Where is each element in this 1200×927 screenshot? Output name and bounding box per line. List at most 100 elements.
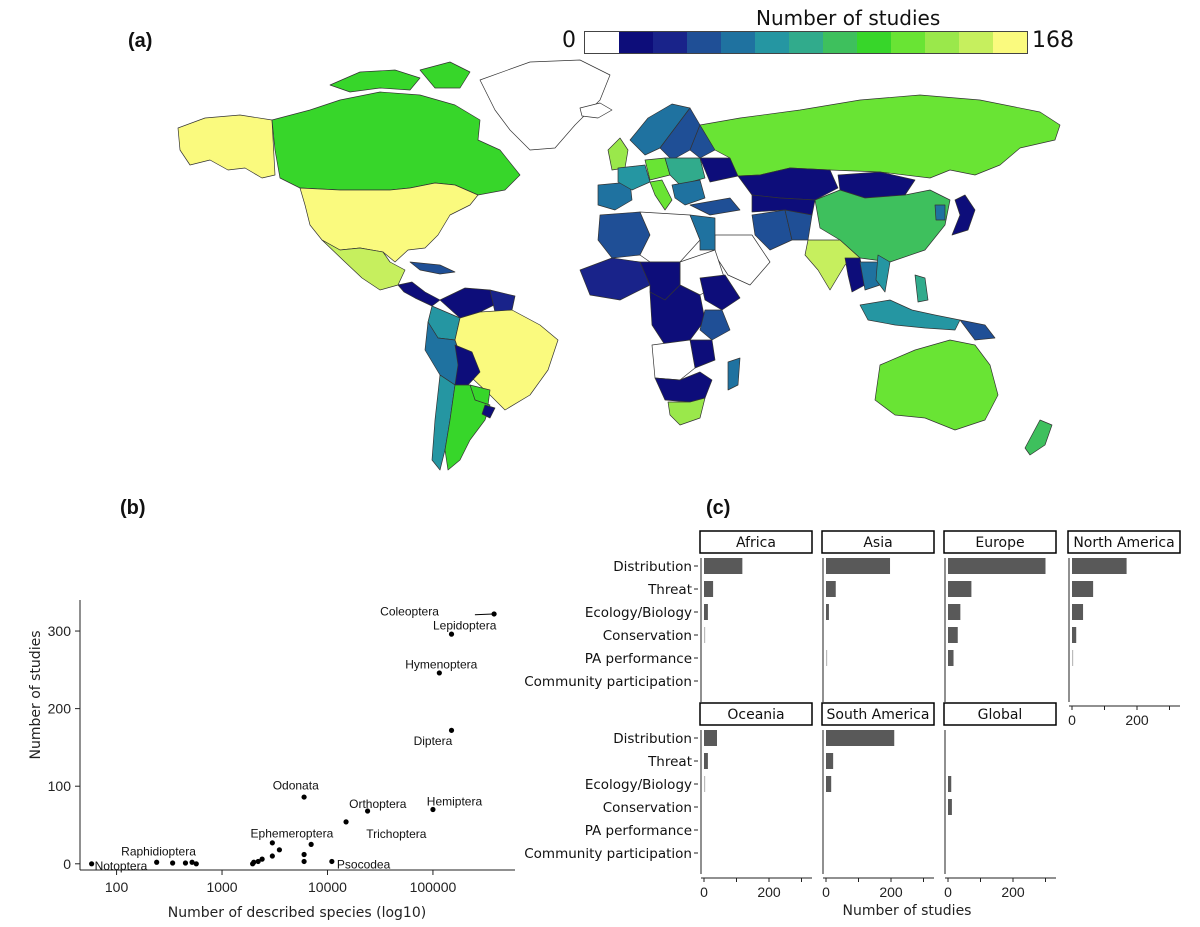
region-korea (934, 204, 946, 221)
category-label-1-4: PA performance (585, 823, 692, 839)
region-australia (874, 339, 999, 431)
bar-1-2 (826, 604, 829, 620)
species-label-5: Orthoptera (349, 797, 407, 811)
region-new-zealand (1024, 419, 1053, 456)
facet-x-tick-label-3-0: 0 (1068, 712, 1076, 728)
data-point-14 (154, 859, 160, 865)
legend-swatch-1 (619, 32, 653, 53)
species-label-9: Raphidioptera (121, 844, 196, 858)
category-label-0-0: Distribution (613, 559, 692, 575)
region-canada-islands (329, 69, 421, 93)
facet-strip-6 (943, 702, 1057, 726)
facet-strip-5 (821, 702, 935, 726)
data-point-5 (364, 808, 371, 814)
category-label-0-1: Threat (647, 582, 692, 598)
bar-3-1 (1072, 581, 1094, 597)
facet-x-tick-label-6-1: 200 (1001, 884, 1025, 900)
region-canada-islands-2 (419, 61, 471, 89)
x-tick-label-1: 1000 (206, 879, 237, 895)
data-point-6 (430, 806, 436, 813)
coleoptera-leader-line (474, 613, 493, 616)
bar-4-1 (704, 753, 708, 769)
legend-swatch-3 (687, 32, 721, 53)
bar-2-4 (948, 650, 954, 666)
facet-x-tick-label-4-0: 0 (700, 884, 708, 900)
facet-strip-label-1: Asia (863, 535, 892, 551)
y-tick-label-2: 200 (48, 701, 72, 717)
x-axis-title: Number of described species (log10) (168, 905, 426, 921)
facet-asia: Asia (821, 530, 935, 702)
region-india (804, 239, 861, 291)
category-label-1-0: Distribution (613, 731, 692, 747)
y-axis-title: Number of studies (28, 631, 44, 760)
region-italy (649, 179, 673, 211)
data-point-9 (276, 847, 283, 853)
region-indonesia (859, 299, 961, 331)
facet-africa: Africa (699, 530, 813, 702)
data-point-8 (269, 840, 275, 846)
facet-strip-1 (821, 530, 935, 554)
bar-4-2 (704, 776, 706, 792)
y-tick-label-3: 300 (48, 623, 72, 639)
category-label-0-4: PA performance (585, 651, 692, 667)
region-south-africa (667, 397, 706, 426)
bar-1-0 (826, 558, 891, 574)
region-philippines (914, 274, 929, 303)
species-label-3: Diptera (414, 734, 453, 748)
bar-4-0 (704, 730, 717, 746)
facet-strip-label-4: Oceania (727, 707, 784, 723)
species-label-2: Hymenoptera (405, 657, 477, 671)
legend-swatch-12 (993, 32, 1027, 53)
region-uk (607, 137, 629, 171)
facet-strip-label-6: Global (978, 707, 1023, 723)
facet-north-america: North America 0 200 (1067, 530, 1181, 728)
region-argentina (444, 384, 491, 471)
region-japan (951, 194, 976, 236)
region-madagascar (727, 357, 741, 391)
facet-strip-3 (1067, 530, 1181, 554)
bar-0-2 (704, 604, 708, 620)
region-mexico (321, 239, 406, 291)
region-southern-africa (654, 371, 713, 403)
facet-strip-0 (699, 530, 813, 554)
data-point-18 (193, 861, 199, 867)
category-label-0-5: Community participation (524, 674, 692, 690)
facet-strip-2 (943, 530, 1057, 554)
y-tick-label-0: 0 (63, 856, 71, 872)
color-legend (584, 31, 1028, 54)
region-uruguay (481, 404, 496, 419)
region-angola (651, 339, 696, 381)
facet-x-tick-label-6-0: 0 (944, 884, 952, 900)
facet-strip-label-0: Africa (736, 535, 776, 551)
data-point-4 (301, 794, 307, 800)
category-label-0-2: Ecology/Biology (585, 605, 692, 621)
data-point-13 (89, 861, 95, 867)
facet-x-tick-label-4-1: 200 (757, 884, 781, 900)
region-ethiopia (699, 274, 741, 311)
category-label-1-3: Conservation (603, 800, 692, 816)
data-point-21 (259, 856, 265, 862)
legend-swatch-10 (925, 32, 959, 53)
region-iceland (579, 102, 613, 119)
bar-2-2 (948, 604, 961, 620)
facet-global: Global 0 200 (943, 702, 1057, 900)
legend-swatch-8 (857, 32, 891, 53)
world-map (177, 59, 1061, 471)
region-caribbean (409, 261, 456, 275)
region-egypt (689, 214, 716, 251)
data-point-23 (301, 858, 307, 865)
species-label-1: Lepidoptera (433, 618, 497, 632)
facet-south-america: South America 0 200 (821, 702, 935, 900)
species-label-4: Odonata (273, 778, 319, 792)
legend-swatch-2 (653, 32, 687, 53)
category-label-1-5: Community participation (524, 846, 692, 862)
legend-swatch-5 (755, 32, 789, 53)
species-label-7: Trichoptera (366, 827, 427, 841)
region-vietnam (875, 254, 891, 293)
data-point-15 (170, 860, 176, 866)
data-point-16 (182, 860, 189, 866)
bar-2-1 (948, 581, 972, 597)
data-point-2 (436, 670, 442, 676)
region-iran (751, 209, 793, 251)
